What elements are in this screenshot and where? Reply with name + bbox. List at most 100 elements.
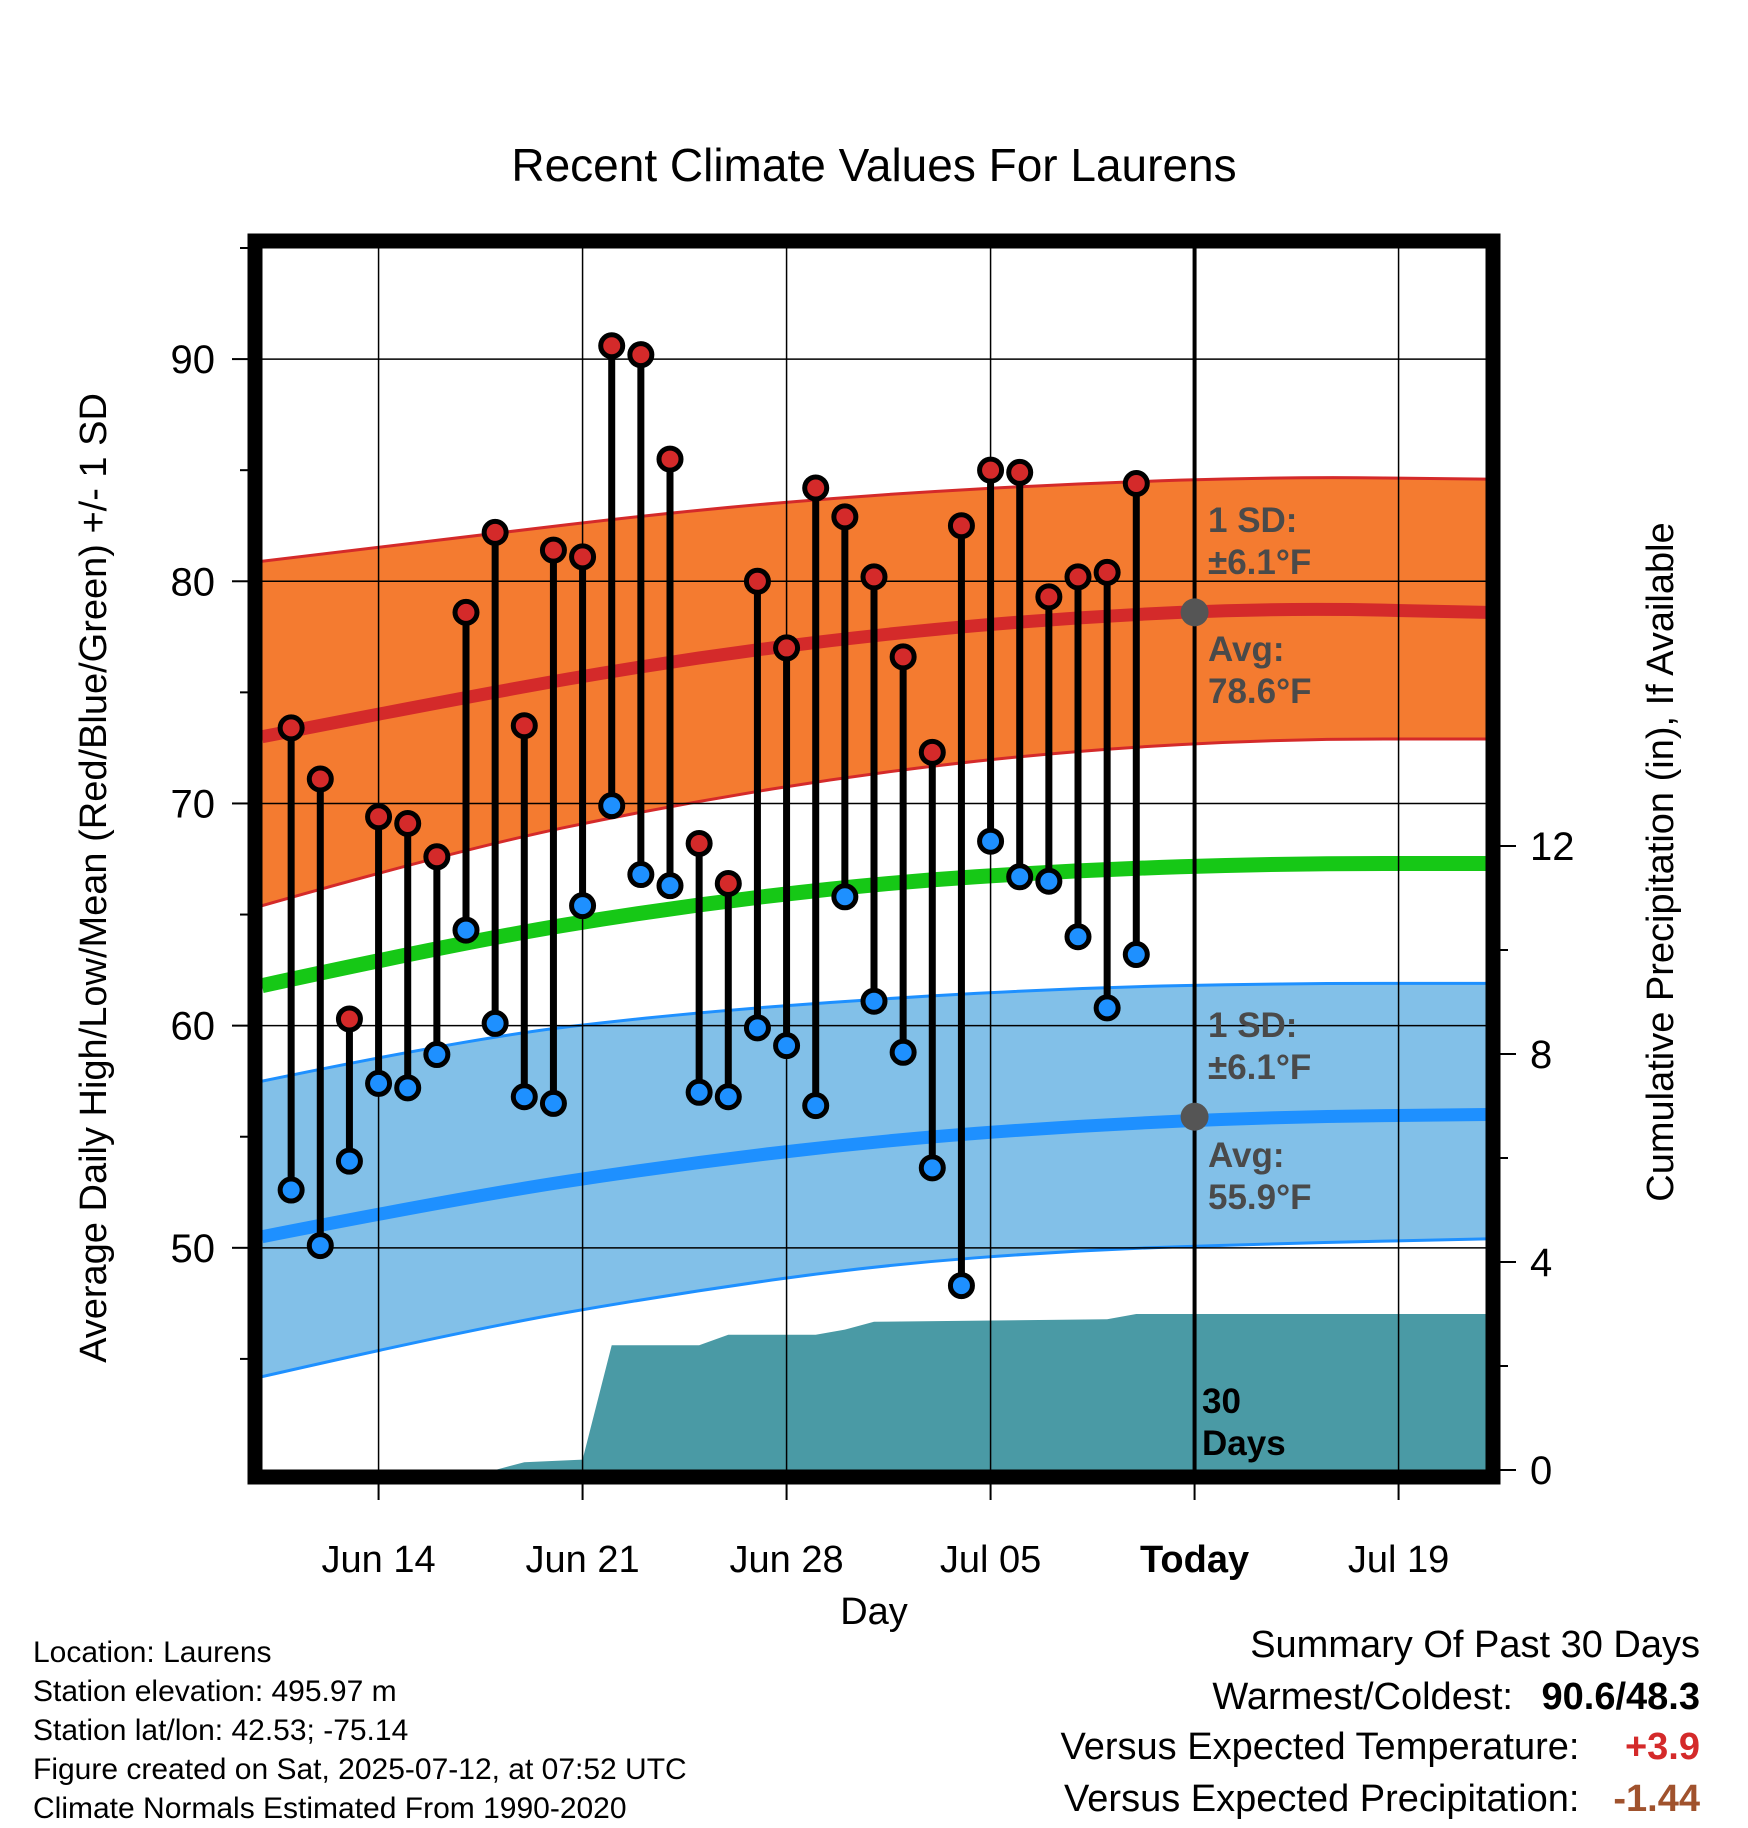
low-avg-line <box>262 1108 1486 1244</box>
daily-high-point <box>627 341 655 369</box>
daily-high-point <box>831 503 859 531</box>
daily-low-point <box>335 1147 363 1175</box>
daily-low-point <box>481 1009 509 1037</box>
daily-low-point <box>714 1083 742 1111</box>
summary-temp: Versus Expected Temperature: +3.9 <box>1061 1726 1700 1769</box>
daily-low-point <box>598 792 626 820</box>
y-left-tick-label: 50 <box>171 1227 216 1271</box>
daily-high-point <box>656 445 684 473</box>
low-upper-sd-line <box>262 981 1486 1083</box>
daily-high-point <box>743 567 771 595</box>
high-upper-sd-line <box>262 476 1486 563</box>
x-tick-label: Jul 19 <box>1348 1539 1449 1581</box>
daily-high-point <box>977 456 1005 484</box>
daily-low-point <box>1035 867 1063 895</box>
daily-high-point <box>947 512 975 540</box>
today-high-avg-marker <box>1180 598 1209 627</box>
daily-high-point <box>569 543 597 571</box>
daily-high-point <box>685 829 713 857</box>
low-lower-sd-line <box>262 1237 1486 1379</box>
daily-low-point <box>802 1092 830 1120</box>
summary-warmest-value: 90.6/48.3 <box>1541 1676 1700 1718</box>
daily-high-point <box>860 563 888 591</box>
daily-high-point <box>802 474 830 502</box>
summary-precip-label: Versus Expected Precipitation: <box>1064 1778 1580 1820</box>
daily-high-point <box>918 738 946 766</box>
daily-high-point <box>365 803 393 831</box>
summary-title: Summary Of Past 30 Days <box>1250 1624 1700 1666</box>
x-tick-label: Jun 28 <box>730 1539 844 1581</box>
info-elevation: Station elevation: 495.97 m <box>33 1675 397 1708</box>
daily-low-point <box>918 1154 946 1182</box>
y-axis-label-left: Average Daily High/Low/Mean (Red/Blue/Gr… <box>73 393 115 1363</box>
daily-high-point <box>1093 558 1121 586</box>
daily-low-point <box>656 872 684 900</box>
y-right-tick-label: 12 <box>1530 825 1575 869</box>
daily-high-point <box>510 712 538 740</box>
daily-low-point <box>947 1272 975 1300</box>
daily-high-point <box>539 536 567 564</box>
daily-low-point <box>860 987 888 1015</box>
daily-low-point <box>539 1089 567 1117</box>
x-tick-label: Jul 05 <box>940 1539 1041 1581</box>
today-days-label: 30 Days <box>1202 1382 1286 1463</box>
mean-avg-line <box>262 855 1486 993</box>
summary-precip: Versus Expected Precipitation: -1.44 <box>1064 1778 1700 1821</box>
y-left-tick-label: 80 <box>171 560 216 604</box>
daily-low-point <box>1122 941 1150 969</box>
chart-title: Recent Climate Values For Laurens <box>511 139 1236 191</box>
daily-low-point <box>306 1232 334 1260</box>
high-avg-line <box>262 602 1486 744</box>
daily-low-point <box>1093 994 1121 1022</box>
y-left-tick-label: 70 <box>171 782 216 826</box>
daily-low-point <box>1006 863 1034 891</box>
daily-low-point <box>569 892 597 920</box>
summary-warmest-label: Warmest/Coldest: <box>1212 1676 1513 1718</box>
daily-high-point <box>1064 563 1092 591</box>
y-left-tick-label: 90 <box>171 338 216 382</box>
x-tick-label: Jun 21 <box>526 1539 640 1581</box>
summary-warmest: Warmest/Coldest: 90.6/48.3 <box>1212 1676 1700 1719</box>
y-axis-label-right: Cumulative Precipitation (in), If Availa… <box>1640 522 1682 1201</box>
daily-low-point <box>277 1176 305 1204</box>
daily-low-point <box>831 883 859 911</box>
daily-low-point <box>977 827 1005 855</box>
daily-low-point <box>394 1074 422 1102</box>
daily-high-point <box>773 634 801 662</box>
daily-low-point <box>423 1041 451 1069</box>
daily-low-point <box>627 861 655 889</box>
high-avg-annotation: Avg: 78.6°F <box>1208 630 1312 711</box>
low-avg-annotation: Avg: 55.9°F <box>1208 1136 1312 1217</box>
y-right-tick-label: 0 <box>1530 1449 1552 1493</box>
daily-high-point <box>394 809 422 837</box>
daily-high-point <box>1035 583 1063 611</box>
y-right-tick-label: 4 <box>1530 1241 1552 1285</box>
daily-high-point <box>598 332 626 360</box>
y-right-tick-label: 8 <box>1530 1033 1552 1077</box>
daily-high-point <box>452 598 480 626</box>
plot-frame <box>247 233 1501 1485</box>
daily-high-point <box>889 643 917 671</box>
daily-high-point <box>335 1005 363 1033</box>
high-lower-sd-line <box>262 737 1486 908</box>
info-latlon: Station lat/lon: 42.53; -75.14 <box>33 1714 409 1747</box>
daily-low-point <box>1064 923 1092 951</box>
x-axis-label: Day <box>840 1591 908 1633</box>
y-left-tick-label: 60 <box>171 1005 216 1049</box>
daily-low-point <box>452 916 480 944</box>
summary-temp-value: +3.9 <box>1624 1726 1700 1768</box>
daily-low-point <box>773 1032 801 1060</box>
info-location: Location: Laurens <box>33 1636 272 1669</box>
daily-low-point <box>743 1014 771 1042</box>
daily-high-point <box>1006 458 1034 486</box>
low-sd-annotation: 1 SD: ±6.1°F <box>1208 1006 1311 1087</box>
daily-high-point <box>277 714 305 742</box>
daily-high-point <box>1122 470 1150 498</box>
daily-high-point <box>714 869 742 897</box>
daily-low-point <box>365 1069 393 1097</box>
daily-low-point <box>685 1078 713 1106</box>
daily-high-point <box>423 843 451 871</box>
info-normals: Climate Normals Estimated From 1990-2020 <box>33 1792 627 1825</box>
x-tick-label: Jun 14 <box>322 1539 436 1581</box>
